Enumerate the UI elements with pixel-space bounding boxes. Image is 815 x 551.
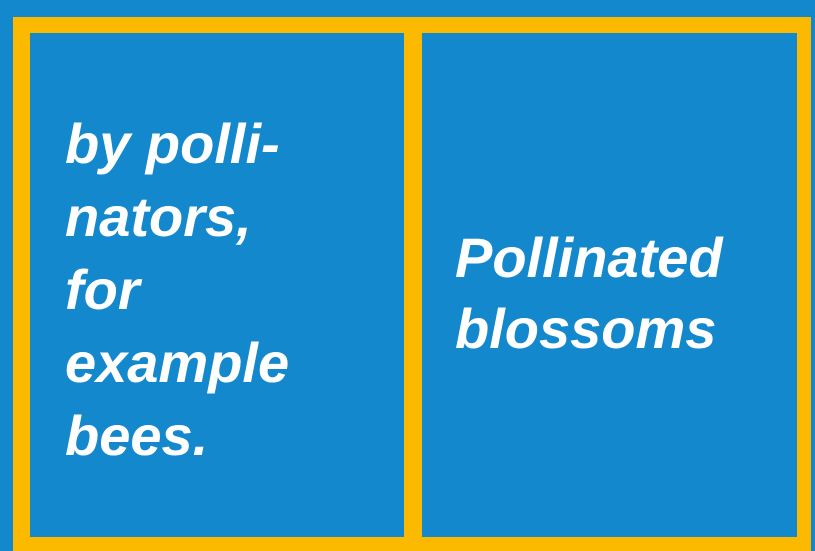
text-line: nators, <box>65 185 252 248</box>
text-line: blossoms <box>455 297 716 360</box>
left-cell <box>30 33 404 537</box>
right-cell <box>422 33 797 537</box>
text-line: Pollinated <box>455 226 724 289</box>
left-text: by polli-nators, for example bees. <box>65 112 289 467</box>
text-line: by polli- <box>65 112 280 175</box>
text-line: bees. <box>65 404 208 467</box>
text-line: for <box>65 258 143 321</box>
right-text: Pollinated blossoms <box>455 226 724 360</box>
text-line: example <box>65 331 289 394</box>
